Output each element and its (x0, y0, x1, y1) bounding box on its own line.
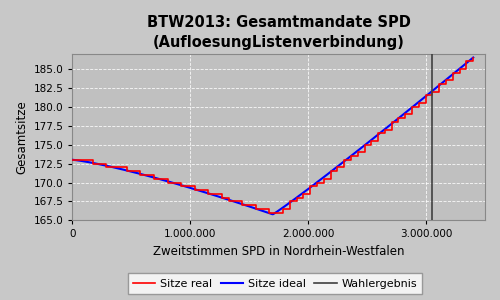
Sitze ideal (398, 114, 404, 118)
Sitze real (328, 169, 334, 173)
Line: Sitze ideal: Sitze ideal (72, 58, 473, 214)
Sitze ideal (262, 210, 268, 214)
Sitze real (206, 192, 212, 196)
Sitze real (172, 181, 177, 184)
Sitze ideal (270, 212, 276, 216)
Line: Sitze real: Sitze real (72, 58, 473, 213)
Sitze ideal (287, 201, 293, 204)
X-axis label: Zweitstimmen SPD in Nordrhein-Westfalen: Zweitstimmen SPD in Nordrhein-Westfalen (153, 245, 405, 258)
Sitze ideal (70, 158, 75, 162)
Sitze real (70, 158, 75, 162)
Sitze ideal (260, 209, 266, 213)
Sitze real (185, 184, 191, 188)
Title: BTW2013: Gesamtmandate SPD
(AufloesungListenverbindung): BTW2013: Gesamtmandate SPD (AufloesungLi… (147, 15, 410, 50)
Sitze real (198, 188, 204, 192)
Sitze real (470, 56, 476, 59)
Sitze ideal (470, 56, 476, 59)
Sitze ideal (462, 63, 468, 67)
Sitze real (266, 211, 272, 214)
Sitze real (138, 173, 143, 177)
Sitze ideal (309, 184, 315, 188)
Y-axis label: Gesamtsitze: Gesamtsitze (15, 100, 28, 174)
Legend: Sitze real, Sitze ideal, Wahlergebnis: Sitze real, Sitze ideal, Wahlergebnis (128, 273, 422, 294)
